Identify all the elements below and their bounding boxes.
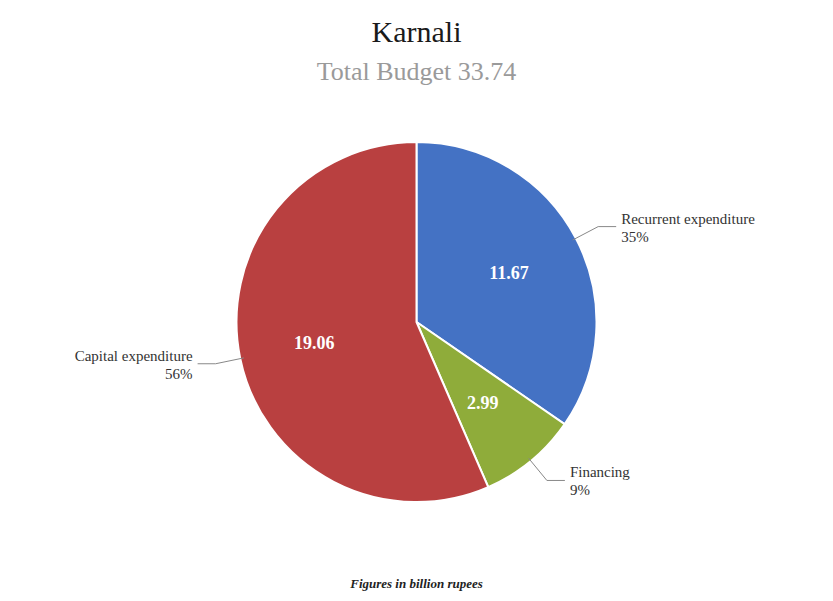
leader-line — [573, 227, 616, 240]
annotation-category: Recurrent expenditure — [621, 211, 755, 227]
annotation: Financing 9% — [570, 464, 630, 498]
chart-svg: Karnali Total Budget 33.74 Figures in bill… — [0, 0, 833, 601]
title: Karnali — [372, 15, 462, 48]
annotation-share: 35% — [621, 229, 649, 245]
annotation-share: 56% — [165, 366, 193, 382]
footnote: Figures in billion rupees — [349, 576, 483, 591]
leader-line — [198, 358, 244, 364]
pie-slice — [237, 142, 489, 502]
background — [0, 0, 833, 601]
chart-container: Karnali Total Budget 33.74 Figures in bill… — [0, 0, 833, 601]
leader-line — [529, 458, 565, 480]
data-label: 19.06 — [294, 333, 335, 353]
annotation: Recurrent expenditure 35% — [621, 211, 755, 245]
annotation-category: Financing — [570, 464, 630, 480]
subtitle: Total Budget 33.74 — [317, 57, 517, 86]
data-label: 11.67 — [489, 263, 529, 283]
slices — [237, 142, 597, 502]
data-label: 2.99 — [467, 393, 499, 413]
annotation-category: Capital expenditure — [75, 348, 193, 364]
labels: 11.67 Recurrent expenditure 35% 2.99 Financi… — [75, 211, 756, 499]
annotation: Capital expenditure 56% — [75, 348, 193, 382]
annotation-share: 9% — [570, 482, 590, 498]
